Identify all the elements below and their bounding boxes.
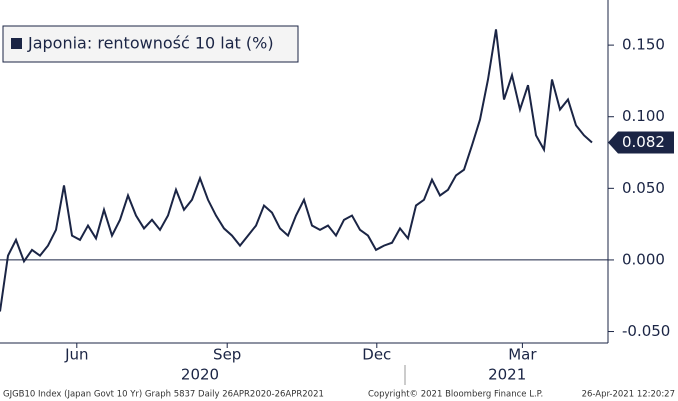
- x-tick-label: Mar: [508, 346, 537, 364]
- legend-box: [2, 25, 299, 63]
- last-value-label: 0.082: [622, 133, 665, 151]
- y-tick-label: 0.100: [622, 107, 665, 125]
- y-tick-label: 0.150: [622, 36, 665, 54]
- x-group-label: 2021: [488, 366, 526, 384]
- footer-left: GJGB10 Index (Japan Govt 10 Yr) Graph 58…: [3, 390, 324, 400]
- y-tick-label: 0.000: [622, 250, 665, 268]
- x-group-label: 2020: [181, 366, 219, 384]
- legend-label: Japonia: rentowność 10 lat (%): [27, 34, 274, 53]
- footer-mid: Copyright© 2021 Bloomberg Finance L.P.: [368, 390, 543, 400]
- y-tick-label: -0.050: [622, 322, 670, 340]
- y-tick-label: 0.050: [622, 179, 665, 197]
- last-value-badge: [608, 131, 674, 154]
- x-tick-label: Sep: [213, 346, 241, 364]
- legend-swatch: [11, 38, 22, 49]
- series-line: [0, 29, 593, 312]
- footer-right: 26-Apr-2021 12:20:27: [582, 390, 675, 400]
- x-tick-label: Jun: [64, 346, 88, 364]
- x-tick-label: Dec: [362, 346, 391, 364]
